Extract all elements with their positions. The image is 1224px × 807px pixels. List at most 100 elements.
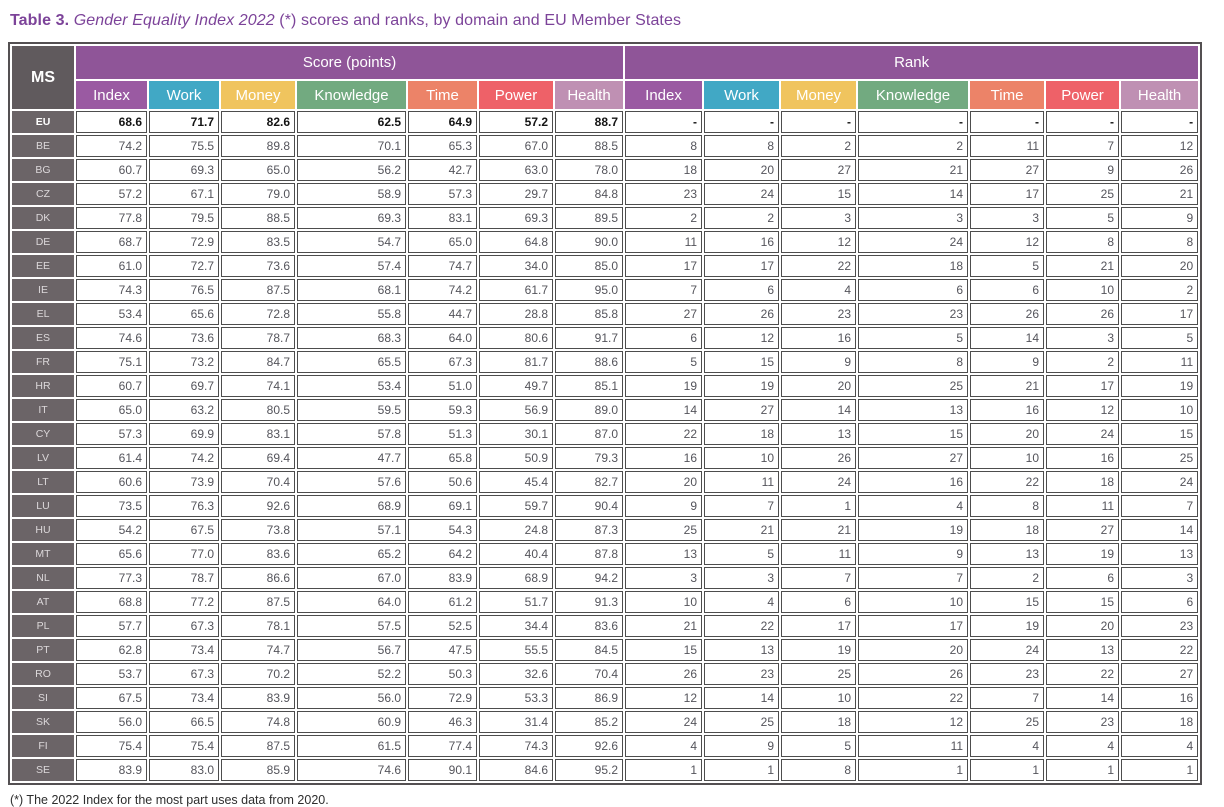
rank-cell-lu-money: 1 <box>781 495 857 517</box>
score-cell-be-money: 89.8 <box>221 135 295 157</box>
score-cell-es-index: 74.6 <box>76 327 147 349</box>
table-row-se: SE 83.9 83.0 85.9 74.6 90.1 84.6 95.2 1 1 8 1 1 1 1 <box>12 759 1199 781</box>
table-row-ee: EE 61.0 72.7 73.6 57.4 74.7 34.0 85.0 17 17 22 18 5 2… <box>12 255 1199 277</box>
score-cell-eu-index: 68.6 <box>76 111 147 133</box>
table-row-lv: LV 61.4 74.2 69.4 47.7 65.8 50.9 79.3 16 10 26 27 10… <box>12 447 1199 469</box>
rank-cell-es-knowledge: 5 <box>858 327 969 349</box>
score-cell-pt-health: 84.5 <box>555 639 624 661</box>
score-cell-lv-time: 65.8 <box>408 447 477 469</box>
table-row-de: DE 68.7 72.9 83.5 54.7 65.0 64.8 90.0 11 16 12 24 12… <box>12 231 1199 253</box>
score-cell-bg-time: 42.7 <box>408 159 477 181</box>
rank-cell-es-work: 12 <box>704 327 780 349</box>
table-row-lt: LT 60.6 73.9 70.4 57.6 50.6 45.4 82.7 20 11 24 16 22… <box>12 471 1199 493</box>
score-cell-pl-money: 78.1 <box>221 615 295 637</box>
rank-cell-se-health: 1 <box>1121 759 1199 781</box>
score-cell-bg-work: 69.3 <box>149 159 219 181</box>
column-header-rank-knowledge: Knowledge <box>858 81 969 109</box>
score-cell-ie-work: 76.5 <box>149 279 219 301</box>
rank-cell-be-money: 2 <box>781 135 857 157</box>
rank-cell-cy-work: 18 <box>704 423 780 445</box>
score-cell-sk-power: 31.4 <box>479 711 553 733</box>
score-cell-cy-work: 69.9 <box>149 423 219 445</box>
score-cell-el-knowledge: 55.8 <box>297 303 406 325</box>
column-header-score-time: Time <box>408 81 477 109</box>
score-cell-ee-time: 74.7 <box>408 255 477 277</box>
score-cell-dk-health: 89.5 <box>555 207 624 229</box>
score-cell-mt-power: 40.4 <box>479 543 553 565</box>
rank-cell-ee-power: 21 <box>1046 255 1120 277</box>
score-cell-fi-index: 75.4 <box>76 735 147 757</box>
column-header-score-money: Money <box>221 81 295 109</box>
score-cell-si-knowledge: 56.0 <box>297 687 406 709</box>
score-cell-fi-knowledge: 61.5 <box>297 735 406 757</box>
rank-cell-dk-power: 5 <box>1046 207 1120 229</box>
row-label-mt: MT <box>12 543 74 565</box>
score-cell-bg-money: 65.0 <box>221 159 295 181</box>
score-cell-ro-time: 50.3 <box>408 663 477 685</box>
rank-cell-lv-health: 25 <box>1121 447 1199 469</box>
column-header-score-work: Work <box>149 81 219 109</box>
score-cell-hr-knowledge: 53.4 <box>297 375 406 397</box>
score-cell-ro-power: 32.6 <box>479 663 553 685</box>
row-label-bg: BG <box>12 159 74 181</box>
rank-cell-lv-money: 26 <box>781 447 857 469</box>
rank-cell-fi-health: 4 <box>1121 735 1199 757</box>
gender-equality-index-table: MS Score (points) Rank Index Work Money Kno… <box>8 42 1203 785</box>
rank-cell-bg-money: 27 <box>781 159 857 181</box>
score-cell-dk-power: 69.3 <box>479 207 553 229</box>
score-cell-at-knowledge: 64.0 <box>297 591 406 613</box>
rank-cell-sk-time: 25 <box>970 711 1045 733</box>
rank-cell-at-time: 15 <box>970 591 1045 613</box>
rank-cell-eu-index: - <box>625 111 703 133</box>
score-cell-mt-money: 83.6 <box>221 543 295 565</box>
score-cell-ie-money: 87.5 <box>221 279 295 301</box>
score-cell-ee-power: 34.0 <box>479 255 553 277</box>
rank-cell-pt-money: 19 <box>781 639 857 661</box>
rank-cell-bg-time: 27 <box>970 159 1045 181</box>
score-cell-lv-index: 61.4 <box>76 447 147 469</box>
score-cell-fr-work: 73.2 <box>149 351 219 373</box>
rank-cell-nl-index: 3 <box>625 567 703 589</box>
rank-cell-ie-work: 6 <box>704 279 780 301</box>
score-cell-ee-index: 61.0 <box>76 255 147 277</box>
table-row-eu: EU 68.6 71.7 82.6 62.5 64.9 57.2 88.7- - - - - - - <box>12 111 1199 133</box>
score-cell-dk-knowledge: 69.3 <box>297 207 406 229</box>
score-cell-cz-health: 84.8 <box>555 183 624 205</box>
score-cell-be-health: 88.5 <box>555 135 624 157</box>
table-row-sk: SK 56.0 66.5 74.8 60.9 46.3 31.4 85.2 24 25 18 12 25… <box>12 711 1199 733</box>
rank-cell-fr-power: 2 <box>1046 351 1120 373</box>
score-cell-cy-power: 30.1 <box>479 423 553 445</box>
score-cell-eu-time: 64.9 <box>408 111 477 133</box>
score-cell-bg-index: 60.7 <box>76 159 147 181</box>
score-cell-hu-health: 87.3 <box>555 519 624 541</box>
table-row-lu: LU 73.5 76.3 92.6 68.9 69.1 59.7 90.4 9 7 1 4 8 11 7 <box>12 495 1199 517</box>
score-cell-lv-health: 79.3 <box>555 447 624 469</box>
rank-cell-lu-health: 7 <box>1121 495 1199 517</box>
table-row-si: SI 67.5 73.4 83.9 56.0 72.9 53.3 86.9 12 14 10 22 7 1… <box>12 687 1199 709</box>
rank-cell-bg-health: 26 <box>1121 159 1199 181</box>
rank-cell-fi-work: 9 <box>704 735 780 757</box>
rank-cell-cz-work: 24 <box>704 183 780 205</box>
score-cell-cy-health: 87.0 <box>555 423 624 445</box>
rank-cell-fr-money: 9 <box>781 351 857 373</box>
score-cell-el-power: 28.8 <box>479 303 553 325</box>
score-cell-at-health: 91.3 <box>555 591 624 613</box>
score-cell-fr-index: 75.1 <box>76 351 147 373</box>
rank-cell-dk-money: 3 <box>781 207 857 229</box>
table-row-it: IT 65.0 63.2 80.5 59.5 59.3 56.9 89.0 14 27 14 13 16… <box>12 399 1199 421</box>
score-cell-pl-knowledge: 57.5 <box>297 615 406 637</box>
rank-cell-lv-power: 16 <box>1046 447 1120 469</box>
score-cell-pt-index: 62.8 <box>76 639 147 661</box>
score-cell-fr-health: 88.6 <box>555 351 624 373</box>
rank-cell-lt-work: 11 <box>704 471 780 493</box>
score-cell-el-work: 65.6 <box>149 303 219 325</box>
score-cell-pt-time: 47.5 <box>408 639 477 661</box>
score-cell-de-money: 83.5 <box>221 231 295 253</box>
row-label-lt: LT <box>12 471 74 493</box>
score-cell-lt-money: 70.4 <box>221 471 295 493</box>
score-cell-de-knowledge: 54.7 <box>297 231 406 253</box>
row-label-at: AT <box>12 591 74 613</box>
rank-cell-at-power: 15 <box>1046 591 1120 613</box>
score-cell-lu-time: 69.1 <box>408 495 477 517</box>
score-cell-el-time: 44.7 <box>408 303 477 325</box>
